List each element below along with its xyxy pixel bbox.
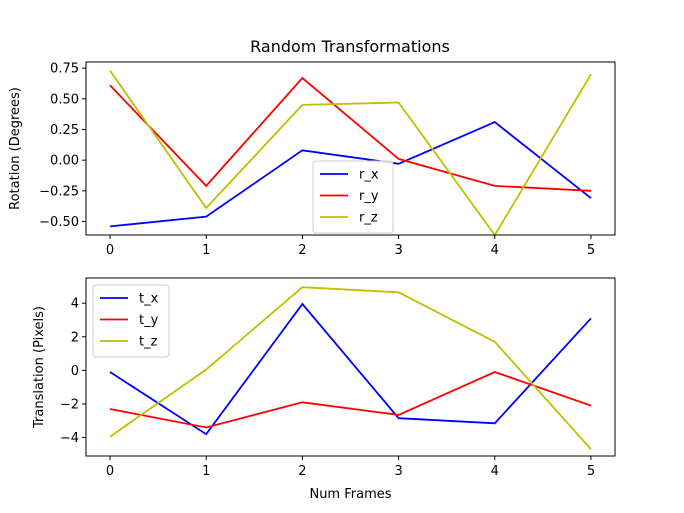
y-tick-label: 0 [71, 364, 79, 379]
y-tick-label: −0.50 [39, 215, 79, 230]
x-tick-label: 2 [298, 464, 306, 479]
legend-label-r_x: r_x [359, 168, 379, 183]
x-tick-label: 0 [106, 464, 114, 479]
legend-box [92, 284, 170, 358]
legend-label-r_y: r_y [359, 189, 379, 204]
y-tick-label: 4 [71, 297, 79, 312]
y-axis-label: Rotation (Degrees) [8, 87, 23, 210]
y-tick-label: 0.50 [50, 92, 79, 107]
y-tick-label: 0.00 [50, 154, 79, 169]
legend-box [312, 160, 394, 234]
y-axis-label: Translation (Pixels) [32, 306, 47, 429]
series-line-t_y [109, 371, 592, 429]
y-tick-label: 0.75 [50, 62, 79, 77]
series-line-t_z [109, 286, 592, 450]
series-line-r_y [109, 76, 592, 192]
legend-label-t_x: t_x [139, 292, 159, 307]
legend: r_x r_y r_z [312, 160, 394, 234]
y-tick-label: 0.25 [50, 123, 79, 138]
x-tick-label: 5 [587, 243, 595, 258]
x-tick-label: 4 [491, 243, 499, 258]
axes-frame [85, 61, 616, 236]
series-line-r_x [109, 121, 592, 228]
x-tick-label: 2 [298, 243, 306, 258]
series-line-r_z [109, 70, 592, 237]
translation-subplot: 0 1 2 3 4 5 4 2 0 −2 −4 Translation (Pixels) Num Fra… [32, 277, 616, 502]
legend-label-t_z: t_z [139, 335, 158, 350]
x-tick-label: 4 [491, 464, 499, 479]
y-tick-label: −0.25 [39, 184, 79, 199]
axes-frame [85, 277, 616, 457]
legend: t_x t_y t_z [92, 284, 170, 358]
y-tick-label: 2 [71, 330, 79, 345]
chart-title: Random Transformations [250, 37, 450, 56]
x-axis-label: Num Frames [309, 487, 391, 502]
x-tick-label: 1 [202, 243, 210, 258]
legend-label-t_y: t_y [139, 313, 159, 328]
x-tick-label: 3 [394, 243, 402, 258]
x-tick-label: 0 [106, 243, 114, 258]
rotation-subplot: 0 1 2 3 4 5 0.75 0.50 0.25 0.00 −0.25 −0.50 Rotation… [8, 61, 616, 258]
legend-label-r_z: r_z [359, 211, 378, 226]
x-tick-label: 5 [587, 464, 595, 479]
x-tick-label: 3 [394, 464, 402, 479]
x-tick-label: 1 [202, 464, 210, 479]
y-tick-label: −2 [60, 397, 79, 412]
y-tick-label: −4 [60, 431, 79, 446]
